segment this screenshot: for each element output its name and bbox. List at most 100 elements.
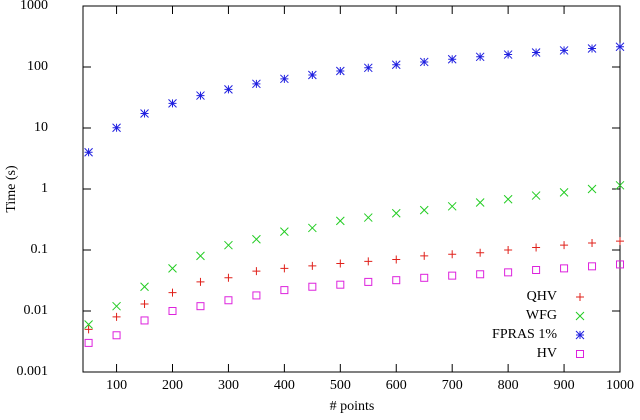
point [559, 46, 569, 55]
point [391, 60, 401, 70]
point [476, 248, 485, 257]
y-tick-label: 0.01 [24, 303, 49, 318]
point [224, 85, 233, 94]
point [391, 208, 401, 218]
point [587, 44, 597, 53]
point [363, 213, 373, 222]
point [420, 251, 429, 260]
y-tick-label: 100 [27, 59, 48, 74]
point [475, 198, 485, 207]
point [168, 307, 177, 315]
point [392, 276, 401, 285]
point [587, 184, 597, 194]
legend-label: FPRAS 1% [492, 327, 557, 342]
point [252, 267, 261, 276]
legend-label: QHV [527, 289, 557, 304]
point [448, 271, 457, 280]
point [447, 201, 457, 211]
point [503, 194, 513, 204]
point [168, 264, 177, 273]
x-tick-label: 200 [162, 378, 183, 393]
x-tick-label: 600 [386, 378, 407, 393]
point [364, 277, 373, 286]
point [419, 205, 429, 215]
point [140, 316, 149, 325]
point [560, 241, 569, 250]
y-tick-label: 0.1 [31, 242, 49, 257]
point [532, 243, 541, 252]
point [616, 260, 624, 269]
point [335, 216, 345, 226]
point [168, 99, 177, 108]
point [84, 320, 93, 329]
x-tick-label: 500 [330, 378, 351, 393]
point [336, 280, 345, 289]
point [559, 188, 569, 197]
legend-label: WFG [526, 308, 557, 323]
point [615, 42, 625, 52]
point [448, 250, 457, 259]
point [335, 66, 345, 76]
point [588, 239, 597, 248]
point [224, 240, 233, 250]
point [252, 79, 261, 89]
point [307, 223, 317, 233]
point [84, 325, 93, 334]
point [112, 123, 121, 133]
point [392, 255, 401, 264]
x-tick-label: 700 [442, 378, 463, 393]
y-tick-label: 1 [41, 181, 48, 196]
legend-marker [576, 293, 584, 301]
point [280, 264, 289, 273]
point [224, 273, 233, 282]
point [560, 264, 569, 273]
point [140, 109, 149, 118]
point [140, 300, 149, 309]
point [532, 266, 541, 275]
y-tick-label: 0.001 [17, 364, 49, 379]
point [308, 261, 317, 270]
y-axis-label: Time (s) [4, 165, 19, 213]
x-tick-label: 900 [554, 378, 575, 393]
point [363, 63, 373, 73]
point [280, 227, 289, 236]
point [112, 331, 121, 340]
y-tick-label: 10 [34, 120, 48, 135]
point [531, 48, 541, 57]
point [224, 296, 233, 305]
point [112, 301, 121, 311]
point [503, 50, 513, 59]
point [84, 338, 93, 347]
x-tick-label: 100 [106, 378, 127, 393]
point [252, 234, 261, 244]
point [196, 302, 205, 311]
point [504, 268, 513, 277]
point [504, 246, 513, 254]
point [588, 262, 597, 271]
point [447, 54, 457, 64]
point [475, 52, 485, 62]
point [140, 282, 149, 292]
x-tick-label: 300 [218, 378, 239, 393]
point [420, 273, 429, 282]
point [280, 286, 289, 295]
x-tick-label: 400 [274, 378, 295, 393]
point [307, 70, 317, 80]
point [168, 288, 177, 297]
legend-marker [575, 330, 585, 340]
point [364, 257, 373, 266]
point [84, 147, 93, 157]
legend-label: HV [537, 346, 557, 361]
x-tick-label: 800 [498, 378, 519, 393]
y-tick-label: 1000 [20, 0, 48, 13]
point [419, 57, 429, 67]
point [196, 91, 205, 100]
point [196, 277, 205, 286]
point [476, 270, 485, 279]
point [196, 251, 205, 261]
legend-marker [575, 311, 585, 321]
point [112, 312, 121, 321]
point [531, 191, 541, 200]
point [616, 237, 624, 246]
